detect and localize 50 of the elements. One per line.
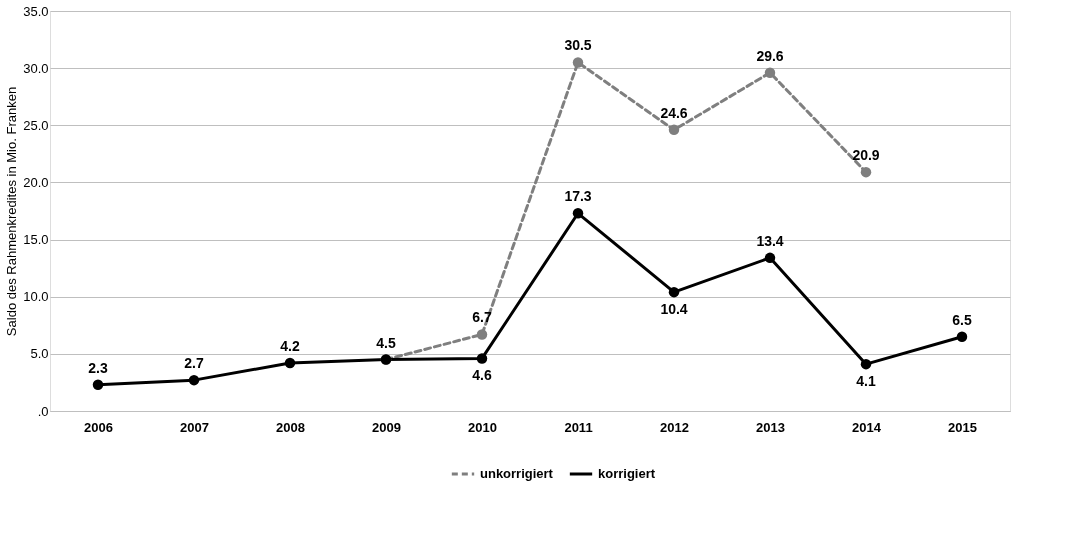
legend-label: korrigiert (598, 466, 656, 481)
x-tick-label: 2009 (372, 419, 401, 435)
point (284, 357, 296, 369)
y-tick-label: 30.0 (23, 60, 49, 76)
data-label: 24.6 (660, 104, 688, 121)
x-tick-label: 2010 (468, 419, 497, 435)
x-tick-label: 2006 (84, 419, 113, 435)
y-tick-label: 25.0 (23, 117, 49, 133)
data-label: 6.7 (472, 309, 492, 326)
data-label: 6.5 (952, 311, 972, 328)
y-axis-title: Saldo des Rahmenkredites in Mio. Franken (4, 86, 20, 337)
point (476, 329, 488, 340)
point (476, 353, 488, 364)
point (92, 379, 104, 390)
x-tick-label: 2008 (276, 419, 305, 435)
data-label: 4.1 (856, 373, 876, 390)
point (764, 252, 776, 264)
y-tick-label: 15.0 (23, 232, 49, 248)
point (764, 67, 776, 78)
y-tick-label: 5.0 (30, 346, 49, 362)
data-label: 13.4 (756, 232, 784, 249)
point (956, 331, 968, 342)
x-tick-label: 2015 (948, 419, 977, 435)
y-tick-label: .0 (37, 403, 49, 419)
point (860, 358, 872, 370)
y-tick-label: 10.0 (23, 289, 49, 305)
point (188, 374, 200, 386)
data-label: 29.6 (756, 47, 784, 64)
data-label: 4.2 (280, 338, 300, 354)
y-tick-label: 35.0 (23, 3, 49, 19)
x-tick-label: 2007 (180, 419, 209, 435)
point (668, 286, 680, 298)
data-label: 4.5 (376, 334, 396, 351)
point (572, 57, 584, 68)
data-label: 2.3 (88, 359, 108, 376)
data-label: 17.3 (564, 188, 592, 205)
point (668, 124, 680, 136)
x-tick-label: 2013 (756, 419, 785, 435)
point (860, 166, 872, 178)
data-label: 30.5 (564, 37, 592, 54)
data-label: 4.6 (472, 367, 492, 384)
x-tick-label: 2012 (660, 419, 689, 435)
y-tick-label: 20.0 (23, 174, 49, 190)
x-tick-label: 2011 (564, 419, 593, 435)
data-label: 2.7 (184, 355, 204, 372)
data-label: 10.4 (660, 301, 688, 318)
point (572, 208, 584, 219)
x-tick-label: 2014 (852, 419, 882, 435)
legend-label: unkorrigiert (480, 466, 554, 481)
data-label: 20.9 (852, 147, 880, 164)
